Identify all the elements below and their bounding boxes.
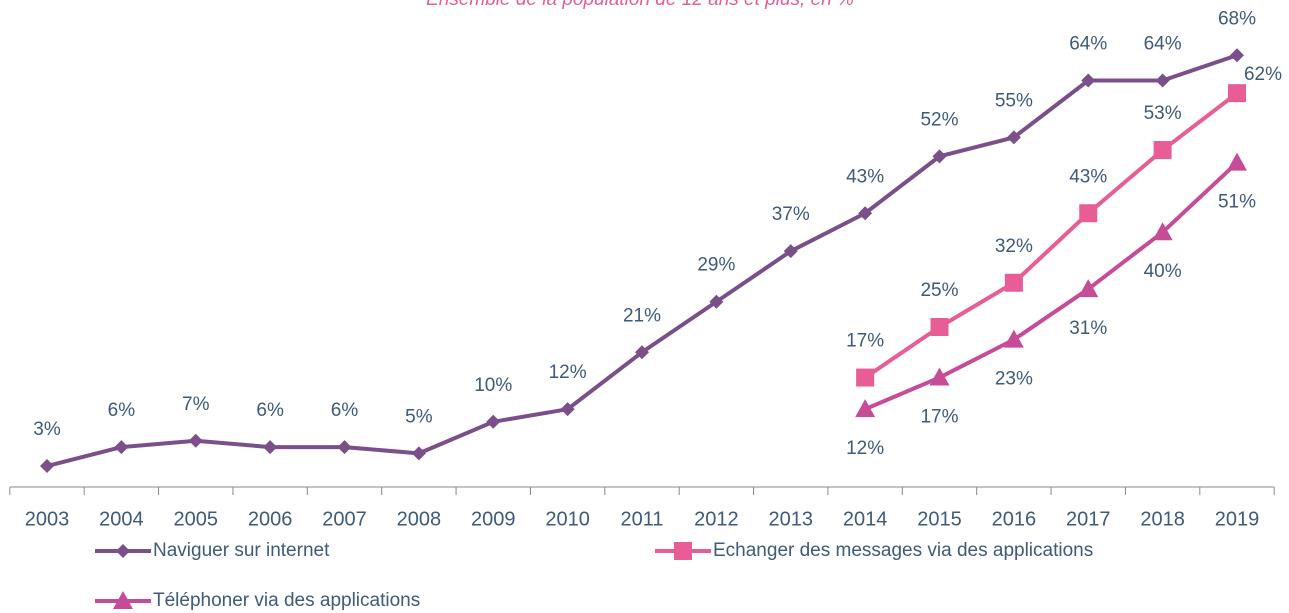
marker: [858, 206, 873, 221]
data-label: 21%: [623, 305, 661, 326]
data-label: 40%: [1144, 261, 1182, 282]
data-label: 62%: [1244, 64, 1282, 85]
x-tick-label: 2014: [843, 508, 888, 530]
x-tick-label: 2006: [248, 508, 293, 530]
x-tick-label: 2010: [545, 508, 590, 530]
x-tick-label: 2011: [620, 508, 663, 530]
marker: [930, 318, 949, 336]
data-label: 29%: [697, 255, 735, 276]
x-tick-label: 2018: [1140, 508, 1185, 530]
marker: [1230, 48, 1244, 63]
x-tick-label: 2015: [917, 508, 962, 530]
data-label: 17%: [920, 407, 958, 428]
marker: [709, 294, 724, 309]
x-tick-label: 2009: [471, 508, 516, 530]
marker: [1078, 279, 1099, 298]
marker: [929, 367, 950, 386]
x-tick-label: 2007: [322, 508, 367, 530]
legend-label: Téléphoner via des applications: [153, 590, 420, 611]
data-label: 31%: [1069, 318, 1107, 339]
data-label: 64%: [1069, 34, 1107, 55]
data-label: 6%: [256, 400, 284, 421]
x-tick-label: 2017: [1066, 508, 1111, 530]
series-line: [46, 53, 1238, 468]
data-label: 52%: [920, 109, 958, 130]
legend-label: Naviguer sur internet: [153, 540, 330, 561]
marker: [1152, 222, 1173, 241]
data-label: 68%: [1218, 8, 1256, 29]
marker: [932, 149, 947, 164]
legend-label: Echanger des messages via des applicatio…: [713, 540, 1093, 561]
marker: [1004, 273, 1023, 292]
x-tick-label: 2005: [174, 508, 219, 530]
marker: [635, 345, 649, 360]
marker: [40, 459, 54, 474]
series-line: [864, 91, 1239, 380]
marker: [1081, 73, 1096, 88]
marker: [337, 440, 352, 455]
marker: [1003, 329, 1024, 348]
marker: [783, 244, 798, 259]
data-label: 17%: [846, 331, 884, 352]
data-label: 51%: [1218, 192, 1256, 213]
marker: [1079, 204, 1098, 223]
marker: [856, 368, 875, 387]
x-tick-label: 2008: [397, 508, 442, 530]
data-label: 12%: [846, 438, 884, 459]
data-label: 43%: [1069, 166, 1107, 187]
marker: [1228, 84, 1246, 103]
marker: [1153, 141, 1172, 160]
marker: [560, 402, 575, 417]
data-label: 25%: [920, 280, 958, 301]
data-label: 23%: [995, 369, 1033, 390]
data-label: 10%: [474, 375, 512, 396]
marker: [855, 399, 876, 418]
data-label: 5%: [405, 406, 433, 427]
data-label: 12%: [549, 362, 587, 383]
data-label: 53%: [1144, 103, 1182, 124]
x-tick-label: 2004: [99, 508, 144, 530]
marker: [486, 414, 501, 429]
marker: [1155, 73, 1170, 88]
x-tick-label: 2003: [25, 508, 70, 530]
data-label: 6%: [331, 400, 359, 421]
marker: [1006, 130, 1021, 145]
marker: [114, 440, 129, 455]
data-label: 32%: [995, 236, 1033, 257]
data-label: 43%: [846, 166, 884, 187]
legend-marker: [113, 591, 133, 609]
marker: [188, 433, 203, 448]
data-label: 6%: [108, 400, 136, 421]
series-line: [864, 161, 1239, 412]
legend-marker: [674, 542, 692, 560]
data-label: 64%: [1144, 34, 1182, 55]
data-label: 7%: [182, 394, 210, 415]
chart-subtitle: Ensemble de la population de 12 ans et p…: [426, 0, 854, 10]
legend-marker: [116, 544, 130, 558]
marker: [263, 440, 278, 455]
data-label: 55%: [995, 90, 1033, 111]
x-tick-label: 2016: [992, 508, 1037, 530]
marker: [411, 446, 426, 461]
marker: [1227, 152, 1247, 171]
x-tick-label: 2013: [769, 508, 814, 530]
data-label: 3%: [33, 419, 61, 440]
data-label: 37%: [772, 204, 810, 225]
x-tick-label: 2019: [1215, 508, 1260, 530]
x-tick-label: 2012: [694, 508, 739, 530]
